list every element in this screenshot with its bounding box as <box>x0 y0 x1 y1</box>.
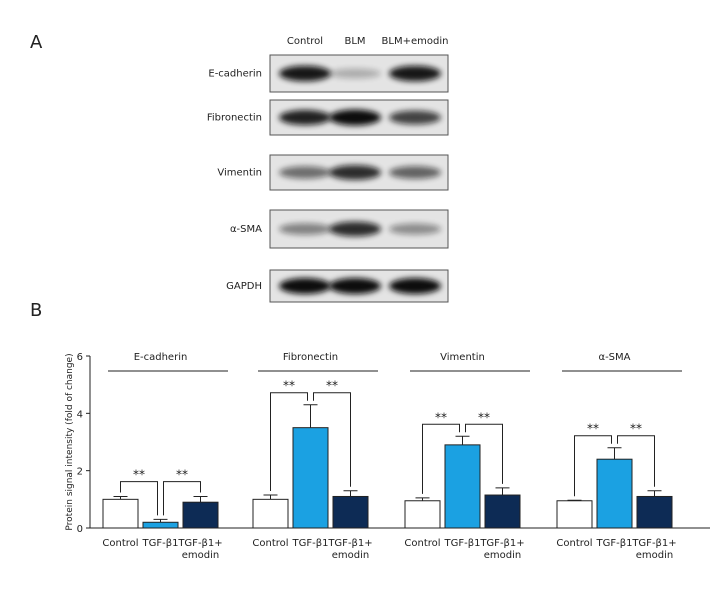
bar <box>182 501 219 529</box>
x-tick-label: Control <box>102 538 139 549</box>
significance-label: ** <box>478 410 490 424</box>
error-bar <box>193 495 208 503</box>
band <box>329 109 381 126</box>
error-bar <box>343 490 358 497</box>
y-tick-label: 2 <box>77 467 83 478</box>
significance-label: ** <box>630 422 642 436</box>
x-tick-label: TGF-β1+ emodin <box>632 538 677 561</box>
bar <box>444 444 481 529</box>
band <box>279 278 331 294</box>
error-bar <box>455 435 470 445</box>
x-tick-label: TGF-β1+ emodin <box>328 538 373 561</box>
band <box>329 68 381 79</box>
band <box>329 221 381 237</box>
significance-bracket <box>574 435 612 497</box>
y-axis-label: Protein signal intensity (fold of change… <box>65 353 75 530</box>
significance-bracket <box>422 423 460 494</box>
significance-bracket <box>465 423 503 484</box>
x-tick-label: Control <box>404 538 441 549</box>
group-title: Fibronectin <box>283 352 338 363</box>
panel-label: B <box>30 300 42 321</box>
bar <box>332 495 369 529</box>
error-bar <box>153 518 168 523</box>
y-tick-label: 4 <box>77 409 83 420</box>
protein-label: E-cadherin <box>208 69 262 80</box>
protein-label: GAPDH <box>226 281 262 292</box>
lane-label: BLM+emodin <box>382 36 449 47</box>
band <box>389 110 441 125</box>
error-bar <box>607 447 622 460</box>
significance-bracket <box>313 392 351 487</box>
error-bar <box>495 487 510 496</box>
band <box>279 65 331 82</box>
band <box>389 65 441 82</box>
band <box>329 165 381 180</box>
band <box>389 223 441 235</box>
bar <box>102 498 139 529</box>
bar <box>252 498 289 529</box>
significance-label: ** <box>326 379 338 393</box>
x-tick-label: Control <box>252 538 289 549</box>
error-bar <box>113 495 128 500</box>
group-title: E-cadherin <box>134 352 188 363</box>
band <box>279 166 331 179</box>
x-tick-label: TGF-β1 <box>142 538 179 549</box>
significance-label: ** <box>133 468 145 482</box>
lane-label: Control <box>287 36 323 47</box>
error-bar <box>415 497 430 501</box>
significance-label: ** <box>176 468 188 482</box>
x-tick-label: TGF-β1 <box>596 538 633 549</box>
protein-label: Fibronectin <box>207 113 262 124</box>
protein-label: Vimentin <box>217 168 262 179</box>
significance-bracket <box>617 435 655 487</box>
group-title: α-SMA <box>598 352 630 363</box>
y-tick-label: 0 <box>77 524 83 535</box>
band <box>389 166 441 179</box>
band <box>279 223 331 235</box>
error-bar <box>303 404 318 428</box>
x-tick-label: TGF-β1 <box>444 538 481 549</box>
band <box>389 278 441 294</box>
error-bar <box>567 499 582 501</box>
bar <box>596 458 633 529</box>
significance-label: ** <box>587 422 599 436</box>
bar <box>556 500 593 529</box>
band <box>329 278 381 294</box>
x-tick-label: Control <box>556 538 593 549</box>
bar <box>636 495 673 529</box>
significance-bracket <box>120 481 158 516</box>
significance-label: ** <box>283 379 295 393</box>
lane-label: BLM <box>344 36 365 47</box>
x-tick-label: TGF-β1+ emodin <box>480 538 525 561</box>
bar <box>404 500 441 529</box>
protein-label: α-SMA <box>230 224 262 235</box>
panel-label: A <box>30 32 43 53</box>
x-tick-label: TGF-β1 <box>292 538 329 549</box>
band <box>279 109 331 126</box>
significance-bracket <box>270 392 308 492</box>
error-bar <box>647 490 662 497</box>
x-tick-label: TGF-β1+ emodin <box>178 538 223 561</box>
group-title: Vimentin <box>440 352 485 363</box>
significance-label: ** <box>435 410 447 424</box>
y-tick-label: 6 <box>77 352 83 363</box>
significance-bracket <box>163 481 201 516</box>
bar <box>484 494 521 529</box>
error-bar <box>263 494 278 500</box>
bar <box>292 427 329 529</box>
bar <box>142 521 179 529</box>
